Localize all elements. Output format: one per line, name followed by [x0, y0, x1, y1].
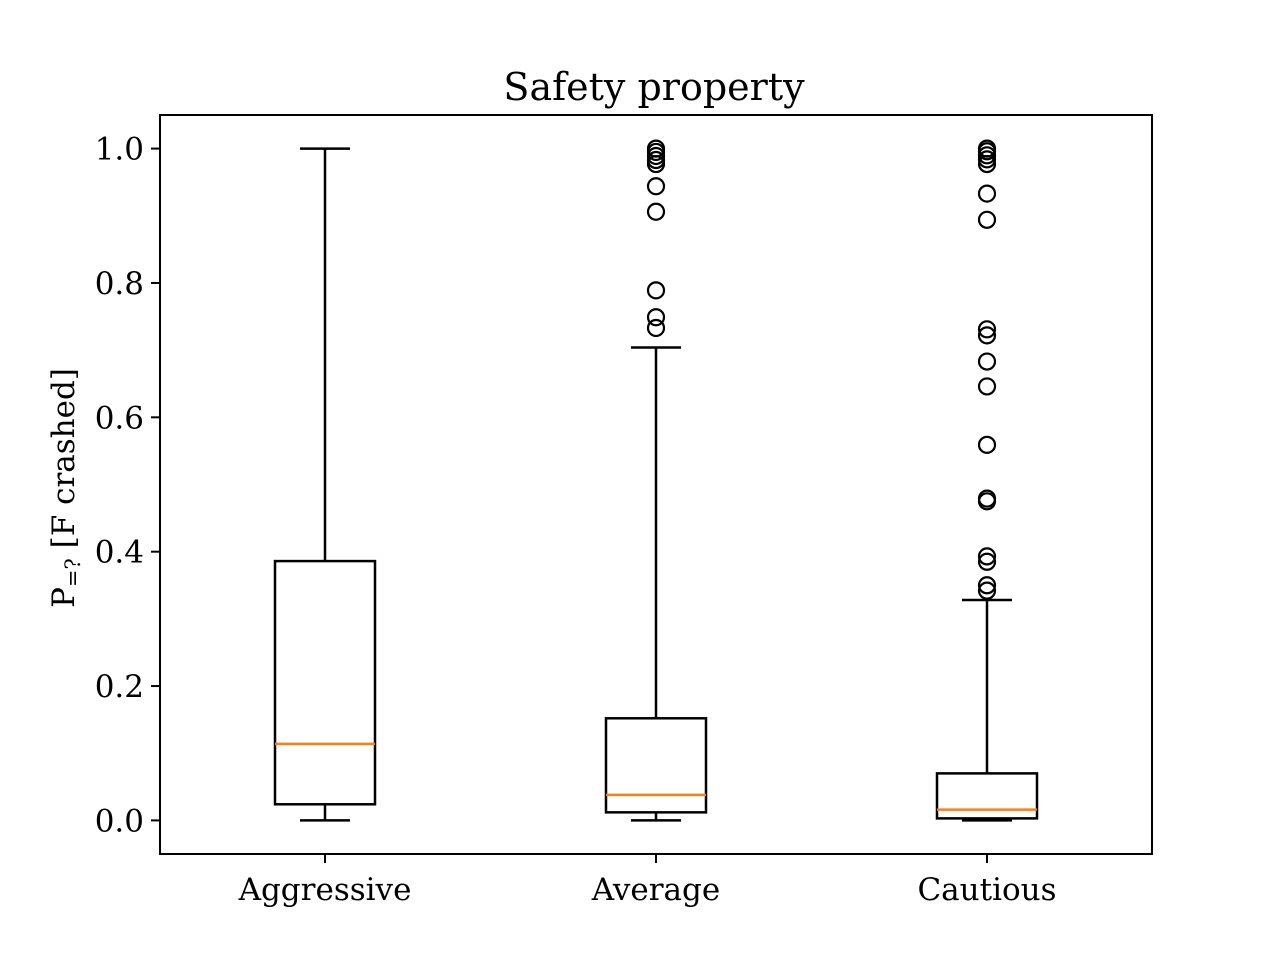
- box-cautious: [935, 139, 1039, 822]
- outlier-point: [977, 320, 997, 339]
- outlier-point: [646, 308, 666, 327]
- outlier-point: [977, 435, 997, 454]
- chart-title: Safety property: [503, 65, 805, 109]
- outlier-point: [977, 326, 997, 345]
- outlier-point: [977, 552, 997, 571]
- iqr-box: [935, 772, 1039, 820]
- box-aggressive: [273, 147, 377, 822]
- outlier-point: [977, 576, 997, 595]
- x-axis: Aggressive Average Cautious: [238, 854, 1057, 908]
- y-tick-label: 0.8: [95, 266, 144, 302]
- y-tick-label: 0.0: [95, 803, 144, 839]
- outlier-point: [977, 581, 997, 600]
- y-tick-label: 0.4: [95, 535, 144, 571]
- y-tick-label: 1.0: [95, 132, 144, 168]
- outlier-point: [646, 177, 666, 196]
- y-tick-label: 0.6: [95, 400, 144, 436]
- outlier-point: [646, 318, 666, 338]
- outlier-point: [646, 139, 666, 158]
- iqr-box: [604, 717, 708, 814]
- axes-frame: [159, 114, 1153, 855]
- y-axis-label-main: P: [46, 587, 82, 608]
- x-tick-label: Average: [591, 872, 720, 908]
- x-tick-label: Aggressive: [238, 872, 412, 908]
- y-axis-label-subscript: =?: [61, 558, 85, 587]
- outlier-point: [977, 352, 997, 371]
- outlier-point: [977, 139, 997, 158]
- y-tick-label: 0.2: [95, 669, 144, 705]
- box-average: [604, 139, 708, 822]
- outlier-point: [977, 547, 997, 566]
- outlier-point: [646, 202, 666, 221]
- plot-area: [273, 139, 1039, 822]
- y-axis-label-rest: [F crashed]: [46, 368, 82, 558]
- outlier-point: [977, 377, 997, 396]
- y-axis-label: P=? [F crashed]: [46, 368, 85, 608]
- x-tick-label: Cautious: [917, 872, 1056, 908]
- y-axis: 0.0 0.2 0.4 0.6 0.8 1.0: [95, 132, 160, 839]
- outlier-point: [977, 210, 997, 229]
- outlier-point: [977, 489, 997, 508]
- outlier-point: [646, 281, 666, 300]
- iqr-box: [273, 559, 377, 806]
- outlier-point: [977, 184, 997, 203]
